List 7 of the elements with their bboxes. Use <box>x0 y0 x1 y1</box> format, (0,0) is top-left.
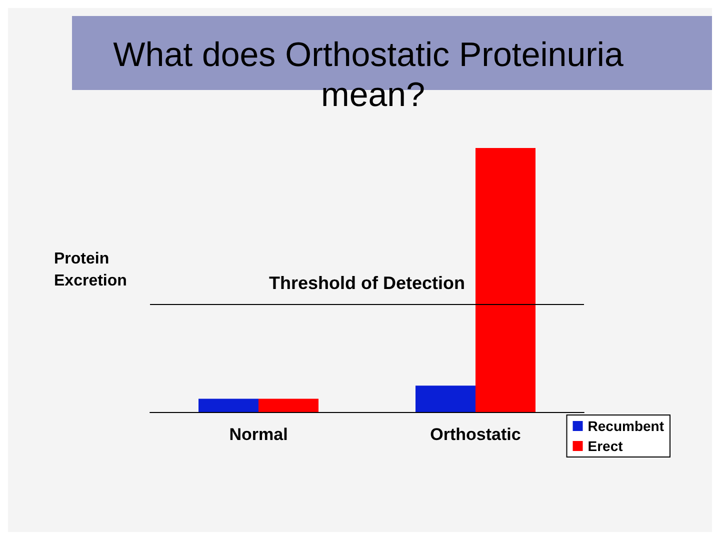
legend-label: Recumbent <box>588 418 664 434</box>
legend-label: Erect <box>588 438 624 454</box>
x-tick-label: Orthostatic <box>430 425 521 444</box>
y-axis-title: Protein Excretion <box>54 250 127 290</box>
chart-title: What does Orthostatic Proteinuria mean? <box>113 36 633 114</box>
x-tick-label: Normal <box>229 425 288 444</box>
ref-line-label: Threshold of Detection <box>268 272 466 293</box>
